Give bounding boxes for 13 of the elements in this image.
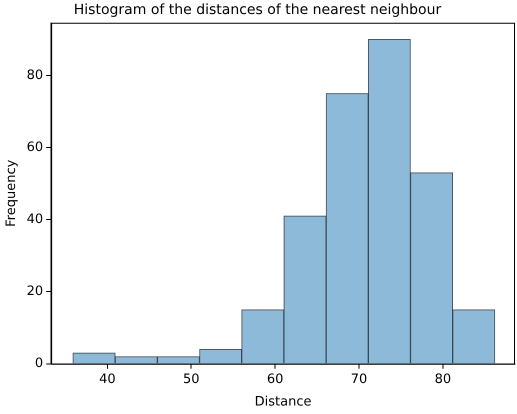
x-tick-label: 40	[99, 372, 116, 387]
y-axis-title: Frequency	[4, 159, 20, 227]
x-axis-title: Distance	[254, 394, 312, 410]
y-tick-label: 60	[26, 140, 44, 155]
x-tick-label: 80	[434, 372, 452, 387]
x-tick-label: 60	[266, 372, 284, 387]
x-tick-label: 70	[350, 372, 368, 387]
y-tick-label: 40	[26, 212, 44, 227]
y-tick-label: 80	[26, 68, 44, 83]
x-tick-label: 50	[182, 372, 200, 387]
y-tick-label: 20	[26, 284, 44, 300]
y-tick-label: 0	[34, 356, 44, 372]
chart-title: Histogram of the distances of the nearest neighbour	[74, 2, 442, 18]
